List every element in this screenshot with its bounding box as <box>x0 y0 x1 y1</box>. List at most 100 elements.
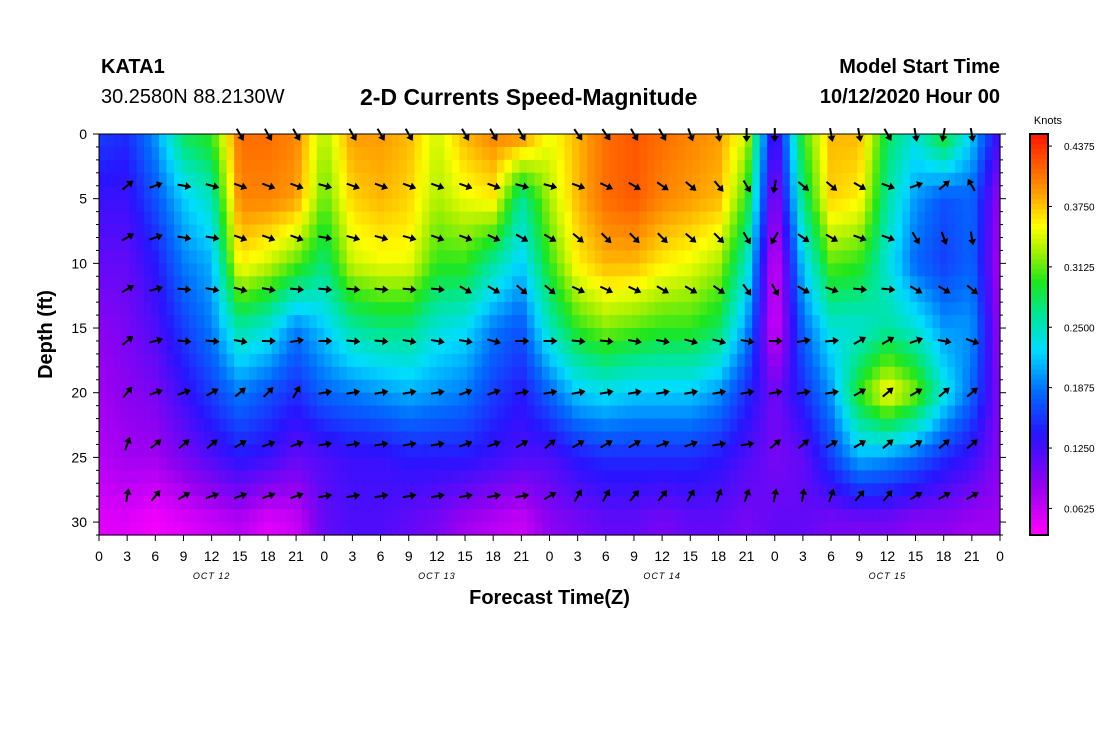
heatmap-cell <box>376 224 385 239</box>
heatmap-cell <box>647 289 656 303</box>
heatmap-cell <box>759 172 768 187</box>
heatmap-cell <box>309 353 318 368</box>
heatmap-cell <box>617 159 626 174</box>
heatmap-cell <box>624 483 633 497</box>
heatmap-cell <box>294 483 303 497</box>
heatmap-cell <box>496 483 506 497</box>
heatmap-cell <box>722 457 731 471</box>
heatmap-cell <box>466 405 476 420</box>
heatmap-cell <box>962 522 971 536</box>
heatmap-cell <box>812 353 821 368</box>
y-axis-label: Depth (ft) <box>35 290 57 379</box>
heatmap-cell <box>384 276 393 290</box>
heatmap-cell <box>684 211 693 226</box>
heatmap-cell <box>249 134 258 148</box>
heatmap-cell <box>789 172 798 187</box>
heatmap-cell <box>264 172 273 187</box>
heatmap-cell <box>294 134 303 148</box>
heatmap-cell <box>526 315 536 329</box>
heatmap-cell <box>549 470 558 484</box>
heatmap-cell <box>992 315 1001 329</box>
heatmap-cell <box>782 405 791 420</box>
heatmap-cell <box>932 418 941 433</box>
heatmap-cell <box>647 146 656 161</box>
heatmap-cell <box>226 302 235 316</box>
heatmap-cell <box>692 263 701 277</box>
heatmap-cell <box>144 134 153 148</box>
heatmap-cell <box>459 418 468 433</box>
heatmap-cell <box>136 392 145 407</box>
heatmap-cell <box>647 522 656 536</box>
heatmap-cell <box>489 405 498 420</box>
heatmap-cell <box>436 263 445 277</box>
colorbar-segment <box>1030 489 1048 496</box>
heatmap-cell <box>767 392 776 407</box>
heatmap-cell <box>211 159 220 174</box>
heatmap-cell <box>759 457 768 471</box>
heatmap-cell <box>429 457 438 471</box>
heatmap-cell <box>421 211 430 226</box>
heatmap-cell <box>399 172 408 187</box>
heatmap-cell <box>939 250 949 264</box>
heatmap-cell <box>294 470 303 484</box>
heatmap-cell <box>144 444 153 458</box>
heatmap-cell <box>647 211 656 226</box>
heatmap-cell <box>917 224 926 239</box>
heatmap-cell <box>504 172 513 187</box>
heatmap-cell <box>759 276 768 290</box>
heatmap-cell <box>654 250 663 264</box>
heatmap-cell <box>894 276 903 290</box>
heatmap-cell <box>474 328 483 342</box>
heatmap-cell <box>391 496 400 510</box>
heatmap-cell <box>932 470 941 484</box>
heatmap-cell <box>797 457 806 471</box>
station-id: KATA1 <box>101 56 165 78</box>
heatmap-cell <box>106 340 115 355</box>
heatmap-cell <box>226 276 235 290</box>
heatmap-cell <box>669 418 678 433</box>
heatmap-cell <box>677 470 686 484</box>
current-arrow <box>261 285 276 294</box>
heatmap-cell <box>879 211 888 226</box>
colorbar-segment <box>1030 389 1048 396</box>
x-tick-label: 21 <box>964 548 980 564</box>
heatmap-cell <box>834 328 843 342</box>
heatmap-cell <box>722 185 731 200</box>
heatmap-cell <box>256 392 265 407</box>
colorbar-segment <box>1030 524 1048 531</box>
heatmap-cell <box>714 289 723 303</box>
heatmap-cell <box>714 496 723 510</box>
heatmap-cell <box>992 353 1001 368</box>
heatmap-cell <box>707 431 716 446</box>
heatmap-cell <box>339 159 348 174</box>
heatmap-cell <box>647 198 656 213</box>
heatmap-cell <box>466 198 476 213</box>
heatmap-cell <box>827 444 836 458</box>
heatmap-cell <box>234 159 243 174</box>
heatmap-cell <box>714 405 723 420</box>
heatmap-cell <box>557 250 566 264</box>
x-tick-label: 6 <box>151 548 159 564</box>
heatmap-cell <box>436 353 445 368</box>
heatmap-cell <box>894 263 903 277</box>
heatmap-cell <box>354 483 363 497</box>
heatmap-cell <box>917 457 926 471</box>
heatmap-cell <box>399 224 408 239</box>
heatmap-cell <box>294 353 303 368</box>
heatmap-cell <box>827 302 836 316</box>
heatmap-cell <box>391 250 400 264</box>
heatmap-cell <box>752 418 761 433</box>
heatmap-cell <box>211 263 220 277</box>
heatmap-cell <box>279 496 288 510</box>
heatmap-cell <box>166 457 175 471</box>
heatmap-cell <box>489 276 498 290</box>
heatmap-cell <box>406 444 415 458</box>
heatmap-cell <box>954 444 964 458</box>
heatmap-cell <box>331 237 340 252</box>
heatmap-cell <box>159 470 168 484</box>
heatmap-cell <box>564 509 573 523</box>
colorbar-segment <box>1030 159 1048 165</box>
heatmap-cell <box>654 418 663 433</box>
heatmap-cell <box>939 392 949 407</box>
heatmap-cell <box>549 509 558 523</box>
